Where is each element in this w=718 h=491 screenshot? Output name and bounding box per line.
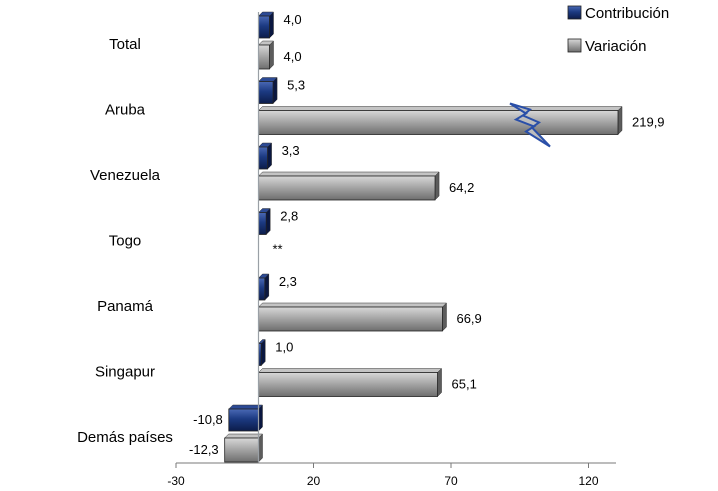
bar-contribucion-togo (257, 207, 271, 236)
bar-contribucion-aruba (257, 76, 278, 105)
value-label-variacion-aruba: 219,9 (632, 115, 665, 130)
bar-variacion-venezuela (257, 171, 440, 201)
bar-contribucion-total (257, 11, 275, 39)
category-label-togo: Togo (109, 233, 142, 250)
value-label-variacion-demas-paises: -12,3 (189, 442, 219, 457)
value-label-variacion-venezuela: 64,2 (449, 180, 474, 195)
legend-swatch-contribucion (567, 5, 582, 20)
x-tick-label-2: 70 (444, 474, 458, 488)
bar-contribucion-demas-paises (228, 404, 264, 432)
x-axis: -30 20 70 120 (167, 12, 616, 488)
value-label-contribucion-singapur: 1,0 (275, 340, 293, 355)
axis-break-icon (509, 102, 551, 148)
legend-label-contribucion: Contribución (585, 5, 669, 22)
value-label-contribucion-venezuela: 3,3 (282, 143, 300, 158)
category-label-total: Total (109, 36, 141, 53)
value-label-variacion-panama: 66,9 (456, 311, 481, 326)
value-label-contribucion-total: 4,0 (284, 12, 302, 27)
x-tick-label-1: 20 (307, 474, 321, 488)
value-label-contribucion-aruba: 5,3 (287, 78, 305, 93)
value-label-contribucion-panama: 2,3 (279, 274, 297, 289)
category-label-demas-paises: Demás países (77, 429, 173, 446)
x-tick-label-3: 120 (578, 474, 598, 488)
category-label-panama: Panamá (97, 298, 154, 315)
bar-variacion-singapur (257, 367, 443, 398)
bar-variacion-panama (257, 302, 448, 332)
category-label-venezuela: Venezuela (90, 167, 161, 184)
bar-contribucion-singapur (257, 338, 266, 367)
bar-variacion-demas-paises (224, 433, 264, 463)
legend-label-variacion: Variación (585, 38, 646, 55)
bar-variacion-total (257, 40, 275, 70)
legend: Contribución Variación (567, 5, 669, 55)
value-label-variacion-total: 4,0 (284, 49, 302, 64)
category-label-aruba: Aruba (105, 102, 146, 119)
x-tick-label-0: -30 (167, 474, 185, 488)
value-label-contribucion-demas-paises: -10,8 (193, 412, 223, 427)
value-label-variacion-togo: ** (273, 242, 283, 257)
category-label-singapur: Singapur (95, 364, 155, 381)
value-label-variacion-singapur: 65,1 (452, 377, 477, 392)
value-label-contribucion-togo: 2,8 (280, 209, 298, 224)
bar-variacion-aruba (257, 105, 623, 136)
bar-contribucion-panama (257, 273, 270, 301)
legend-swatch-variacion (567, 38, 582, 53)
bar-contribucion-venezuela (257, 142, 273, 170)
bars-layer: 4,0 4,0 5,3 219,9 3,3 64,2 2,8 ** 2,3 66,9 1,0 65,1… (189, 11, 665, 463)
category-labels: Total Aruba Venezuela Togo Panamá Singapur Dem… (77, 36, 173, 446)
